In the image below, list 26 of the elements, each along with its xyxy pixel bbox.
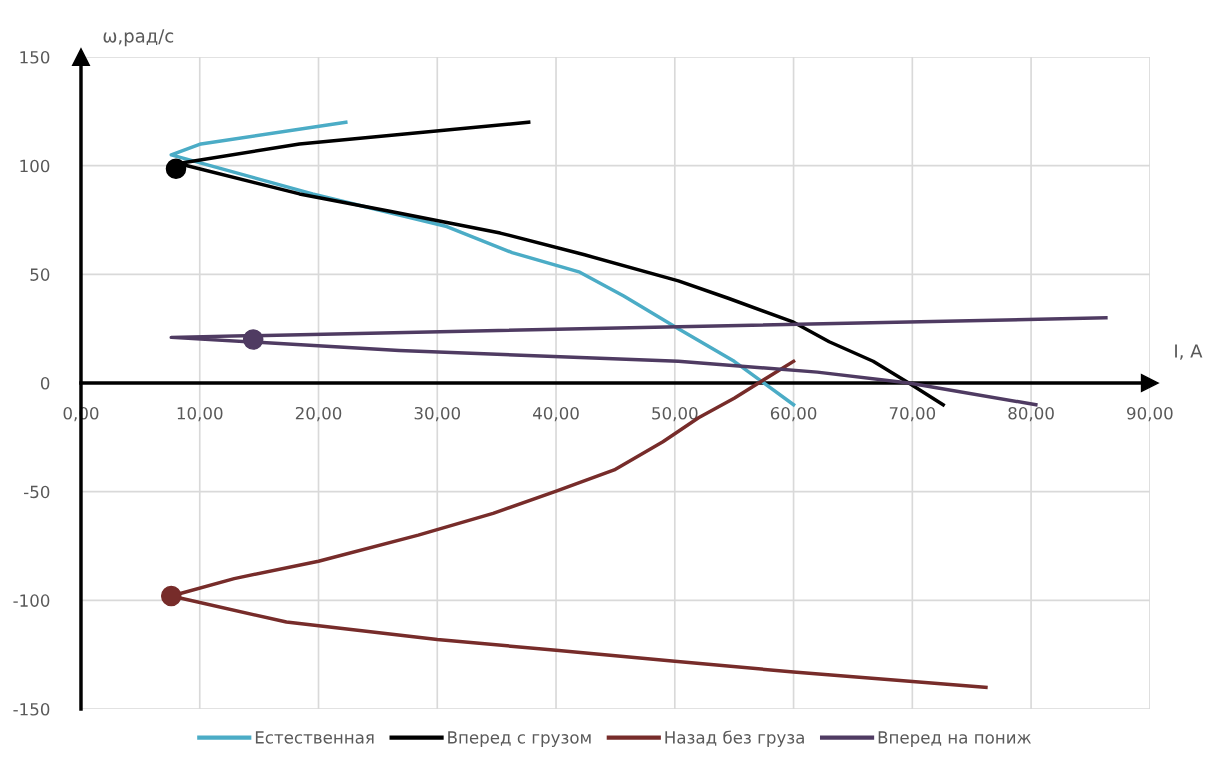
y-tick-label: 50 bbox=[30, 268, 50, 281]
y-tick-label: -100 bbox=[13, 594, 50, 607]
x-tick-label: 60,00 bbox=[770, 406, 817, 422]
x-tick-label: 50,00 bbox=[652, 406, 698, 422]
line-series bbox=[169, 316, 1108, 407]
x-tick-label: 70,00 bbox=[889, 406, 936, 422]
y-axis-title: ω,рад/с bbox=[103, 29, 174, 47]
x-tick-label: 30,00 bbox=[414, 406, 461, 422]
y-tick-label: 150 bbox=[20, 50, 50, 64]
x-tick-label: 90,00 bbox=[1127, 406, 1173, 422]
legend-label: Назад без груза bbox=[665, 730, 804, 747]
x-tick-label: 40,00 bbox=[532, 406, 579, 422]
y-tick-label: 0 bbox=[40, 376, 50, 390]
x-tick-label: 20,00 bbox=[295, 406, 342, 422]
x-tick-label: 80,00 bbox=[1008, 406, 1054, 422]
legend-label: Естественная bbox=[255, 731, 374, 744]
point bbox=[242, 329, 264, 350]
legend-label: Вперед на пониж bbox=[878, 731, 1031, 747]
y-tick-label: -50 bbox=[24, 485, 50, 499]
point bbox=[165, 158, 187, 179]
x-axis-title: I, A bbox=[1175, 344, 1203, 360]
y-tick-label: -150 bbox=[13, 702, 50, 716]
x-tick-label: 10,00 bbox=[177, 406, 223, 422]
y-tick-label: 100 bbox=[20, 159, 50, 173]
legend-label: Вперед с грузом bbox=[448, 731, 591, 747]
point bbox=[160, 585, 182, 607]
